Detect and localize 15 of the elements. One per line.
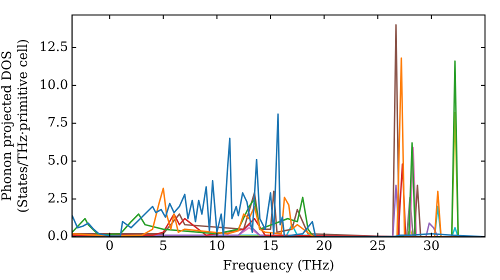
- x-tick-label: 0: [106, 238, 114, 254]
- y-tick-label: 12.5: [39, 40, 68, 55]
- x-axis-title: Frequency (THz): [222, 258, 334, 274]
- x-tick-label: 30: [423, 238, 440, 254]
- y-tick-label: 7.5: [47, 116, 68, 131]
- y-tick-label: 5.0: [47, 153, 68, 168]
- x-tick-label: 10: [208, 238, 226, 254]
- x-tick-label: 25: [369, 238, 386, 254]
- y-tick-label: 10.0: [39, 78, 68, 93]
- y-axis-title: Phonon projected DOS (States/THz·primitive cell): [0, 38, 31, 213]
- y-tick-label: 0.0: [47, 229, 68, 244]
- x-tick-label: 5: [159, 238, 168, 254]
- y-tick-label: 2.5: [47, 191, 68, 206]
- x-tick-label: 15: [262, 238, 279, 254]
- x-tick-label: 20: [316, 238, 332, 254]
